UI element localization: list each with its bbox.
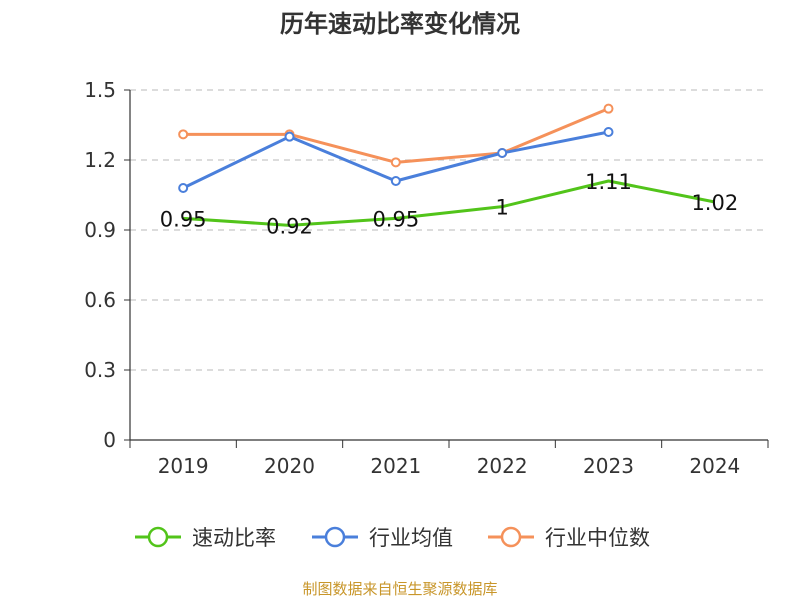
y-tick-label: 0.9 bbox=[84, 218, 116, 242]
x-tick-label: 2019 bbox=[158, 454, 209, 478]
series-line-0 bbox=[183, 179, 716, 227]
legend-swatch-marker bbox=[324, 526, 346, 548]
x-tick-label: 2022 bbox=[477, 454, 528, 478]
data-label: 0.95 bbox=[160, 207, 207, 231]
data-point bbox=[178, 129, 189, 140]
data-point bbox=[284, 131, 295, 142]
x-tick-label: 2023 bbox=[583, 454, 634, 478]
series-lines bbox=[178, 103, 716, 227]
x-tick-label: 2024 bbox=[689, 454, 740, 478]
data-label: 0.95 bbox=[372, 207, 419, 231]
legend-item-0[interactable]: 速动比率 bbox=[135, 526, 276, 550]
data-point bbox=[390, 157, 401, 168]
source-note: 制图数据来自恒生聚源数据库 bbox=[302, 580, 497, 598]
data-label: 0.92 bbox=[266, 214, 313, 238]
legend-swatch-marker bbox=[147, 526, 169, 548]
data-point bbox=[178, 183, 189, 193]
y-tick-label: 0 bbox=[103, 428, 116, 452]
x-tick-label: 2020 bbox=[264, 454, 315, 478]
data-label: 1.02 bbox=[691, 191, 738, 215]
data-label: 1 bbox=[495, 196, 508, 220]
legend-label: 行业均值 bbox=[369, 526, 453, 550]
data-point bbox=[497, 148, 508, 158]
x-tick-label: 2021 bbox=[370, 454, 421, 478]
data-point bbox=[603, 103, 614, 114]
data-point bbox=[390, 176, 401, 186]
legend-label: 速动比率 bbox=[192, 526, 276, 550]
y-tick-label: 1.5 bbox=[84, 78, 116, 102]
series-line-2 bbox=[183, 107, 610, 164]
grid-lines bbox=[130, 89, 768, 371]
legend-label: 行业中位数 bbox=[545, 526, 650, 550]
legend-item-1[interactable]: 行业均值 bbox=[312, 526, 453, 550]
y-tick-label: 0.6 bbox=[84, 288, 116, 312]
data-labels: 0.95 0.92 0.95 1 1.11 1.02 bbox=[160, 170, 738, 238]
data-point bbox=[603, 127, 614, 137]
legend-item-2[interactable]: 行业中位数 bbox=[488, 526, 650, 550]
y-tick-label: 0.3 bbox=[84, 358, 116, 382]
axes: 0 0.3 0.6 0.9 1.2 1.5 2019 2020 2021 2022 2023 2024 bbox=[84, 78, 769, 478]
legend-swatch-marker bbox=[500, 526, 522, 548]
data-label: 1.11 bbox=[585, 170, 632, 194]
y-tick-label: 1.2 bbox=[84, 148, 116, 172]
legend[interactable]: 速动比率 行业均值 行业中位数 bbox=[135, 526, 650, 550]
chart-title: 历年速动比率变化情况 bbox=[280, 10, 520, 38]
